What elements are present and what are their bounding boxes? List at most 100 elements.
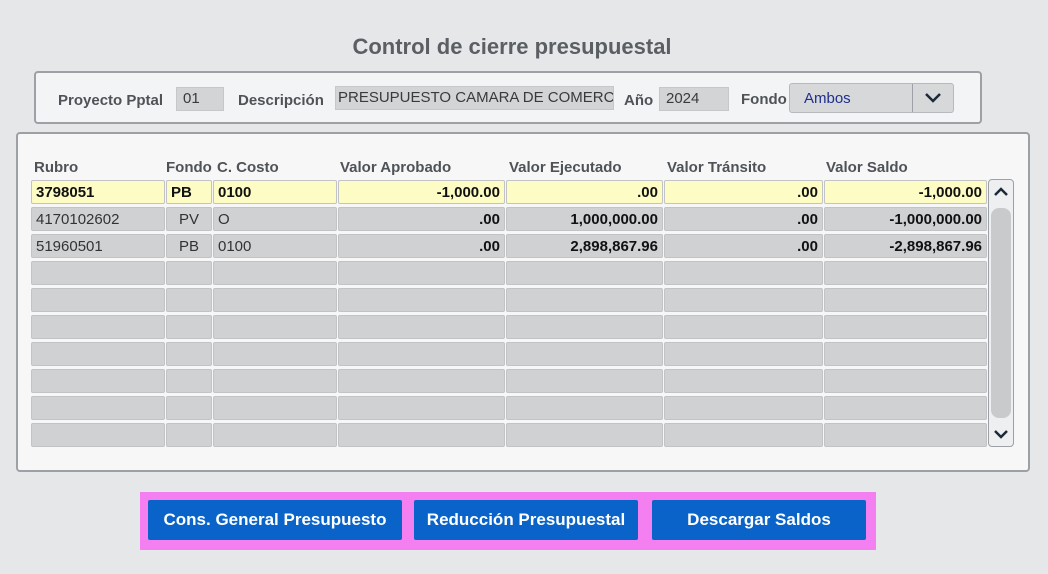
cell-valor-saldo[interactable]: -2,898,867.96 xyxy=(824,234,987,258)
cell-valor-transito[interactable] xyxy=(664,423,823,447)
cell-fondo[interactable]: PB xyxy=(166,234,212,258)
cell-valor-aprobado[interactable]: -1,000.00 xyxy=(338,180,505,204)
col-header-valor-ejecutado: Valor Ejecutado xyxy=(509,159,622,176)
cell-fondo[interactable]: PB xyxy=(166,180,212,204)
col-header-valor-transito: Valor Tránsito xyxy=(667,159,767,176)
cell-fondo[interactable] xyxy=(166,396,212,420)
cell-c-costo[interactable] xyxy=(213,396,337,420)
cell-fondo[interactable] xyxy=(166,315,212,339)
cell-fondo[interactable] xyxy=(166,261,212,285)
fondo-label: Fondo xyxy=(741,91,787,108)
cell-c-costo[interactable]: 0100 xyxy=(213,234,337,258)
cell-valor-ejecutado[interactable] xyxy=(506,261,663,285)
cell-valor-transito[interactable]: .00 xyxy=(664,234,823,258)
cell-valor-aprobado[interactable] xyxy=(338,396,505,420)
cell-valor-saldo[interactable]: -1,000.00 xyxy=(824,180,987,204)
proyecto-label: Proyecto Pptal xyxy=(58,92,164,109)
cell-valor-transito[interactable] xyxy=(664,315,823,339)
cell-fondo[interactable] xyxy=(166,423,212,447)
cell-valor-saldo[interactable] xyxy=(824,261,987,285)
cell-rubro[interactable] xyxy=(31,288,165,312)
cell-valor-aprobado[interactable]: .00 xyxy=(338,234,505,258)
cell-valor-transito[interactable] xyxy=(664,396,823,420)
cell-rubro[interactable] xyxy=(31,369,165,393)
cell-rubro[interactable] xyxy=(31,342,165,366)
chevron-down-icon xyxy=(925,93,941,103)
cell-valor-aprobado[interactable] xyxy=(338,369,505,393)
cell-valor-saldo[interactable]: -1,000,000.00 xyxy=(824,207,987,231)
cell-rubro[interactable] xyxy=(31,423,165,447)
fondo-select[interactable]: Ambos xyxy=(789,83,954,113)
cell-c-costo[interactable] xyxy=(213,261,337,285)
cell-rubro[interactable]: 4170102602 xyxy=(31,207,165,231)
descripcion-field[interactable]: PRESUPUESTO CAMARA DE COMERCIO xyxy=(335,86,614,110)
cell-valor-transito[interactable] xyxy=(664,342,823,366)
cell-valor-ejecutado[interactable] xyxy=(506,288,663,312)
cons-general-highlight: Cons. General Presupuesto xyxy=(140,492,412,550)
cell-valor-aprobado[interactable] xyxy=(338,423,505,447)
cell-c-costo[interactable] xyxy=(213,423,337,447)
cell-c-costo[interactable] xyxy=(213,369,337,393)
proyecto-field[interactable]: 01 xyxy=(176,87,224,111)
cell-valor-saldo[interactable] xyxy=(824,423,987,447)
anio-label: Año xyxy=(624,92,654,109)
cell-valor-aprobado[interactable]: .00 xyxy=(338,207,505,231)
cell-valor-ejecutado[interactable]: .00 xyxy=(506,180,663,204)
cell-rubro[interactable]: 51960501 xyxy=(31,234,165,258)
col-header-valor-aprobado: Valor Aprobado xyxy=(340,159,452,176)
cell-fondo[interactable]: PV xyxy=(166,207,212,231)
cell-c-costo[interactable] xyxy=(213,342,337,366)
fondo-dropdown-button[interactable] xyxy=(912,84,953,112)
scroll-thumb[interactable] xyxy=(991,208,1011,418)
cell-rubro[interactable] xyxy=(31,315,165,339)
cell-valor-ejecutado[interactable] xyxy=(506,369,663,393)
cell-valor-aprobado[interactable] xyxy=(338,342,505,366)
cell-c-costo[interactable] xyxy=(213,315,337,339)
cell-fondo[interactable] xyxy=(166,342,212,366)
cell-valor-transito[interactable] xyxy=(664,288,823,312)
reduccion-button[interactable]: Reducción Presupuestal xyxy=(414,500,638,540)
cell-rubro[interactable]: 3798051 xyxy=(31,180,165,204)
cell-valor-transito[interactable]: .00 xyxy=(664,207,823,231)
fondo-select-value: Ambos xyxy=(804,90,851,107)
col-header-valor-saldo: Valor Saldo xyxy=(826,159,908,176)
cell-valor-ejecutado[interactable] xyxy=(506,396,663,420)
descargar-highlight: Descargar Saldos xyxy=(644,492,876,550)
col-header-fondo: Fondo xyxy=(166,159,212,176)
cell-valor-aprobado[interactable] xyxy=(338,315,505,339)
cell-valor-transito[interactable]: .00 xyxy=(664,180,823,204)
anio-field[interactable]: 2024 xyxy=(659,87,729,111)
scroll-up-button[interactable] xyxy=(989,180,1013,204)
chevron-down-icon xyxy=(994,430,1008,439)
col-header-rubro: Rubro xyxy=(34,159,79,176)
cell-valor-transito[interactable] xyxy=(664,369,823,393)
grid-scrollbar[interactable] xyxy=(988,179,1014,447)
descargar-button[interactable]: Descargar Saldos xyxy=(652,500,866,540)
cell-c-costo[interactable] xyxy=(213,288,337,312)
col-header-c-costo: C. Costo xyxy=(217,159,279,176)
cell-fondo[interactable] xyxy=(166,369,212,393)
cell-valor-ejecutado[interactable] xyxy=(506,342,663,366)
chevron-up-icon xyxy=(994,187,1008,196)
cell-c-costo[interactable]: O xyxy=(213,207,337,231)
cell-valor-saldo[interactable] xyxy=(824,288,987,312)
cell-fondo[interactable] xyxy=(166,288,212,312)
cell-valor-ejecutado[interactable]: 2,898,867.96 xyxy=(506,234,663,258)
cell-valor-saldo[interactable] xyxy=(824,315,987,339)
cell-rubro[interactable] xyxy=(31,396,165,420)
cons-general-button[interactable]: Cons. General Presupuesto xyxy=(148,500,402,540)
page-title: Control de cierre presupuestal xyxy=(352,34,672,59)
cell-valor-ejecutado[interactable] xyxy=(506,315,663,339)
cell-c-costo[interactable]: 0100 xyxy=(213,180,337,204)
cell-valor-ejecutado[interactable]: 1,000,000.00 xyxy=(506,207,663,231)
cell-valor-saldo[interactable] xyxy=(824,396,987,420)
cell-rubro[interactable] xyxy=(31,261,165,285)
cell-valor-saldo[interactable] xyxy=(824,369,987,393)
cell-valor-aprobado[interactable] xyxy=(338,288,505,312)
scroll-down-button[interactable] xyxy=(989,422,1013,446)
cell-valor-ejecutado[interactable] xyxy=(506,423,663,447)
cell-valor-aprobado[interactable] xyxy=(338,261,505,285)
reduccion-highlight: Reducción Presupuestal xyxy=(406,492,648,550)
cell-valor-transito[interactable] xyxy=(664,261,823,285)
cell-valor-saldo[interactable] xyxy=(824,342,987,366)
